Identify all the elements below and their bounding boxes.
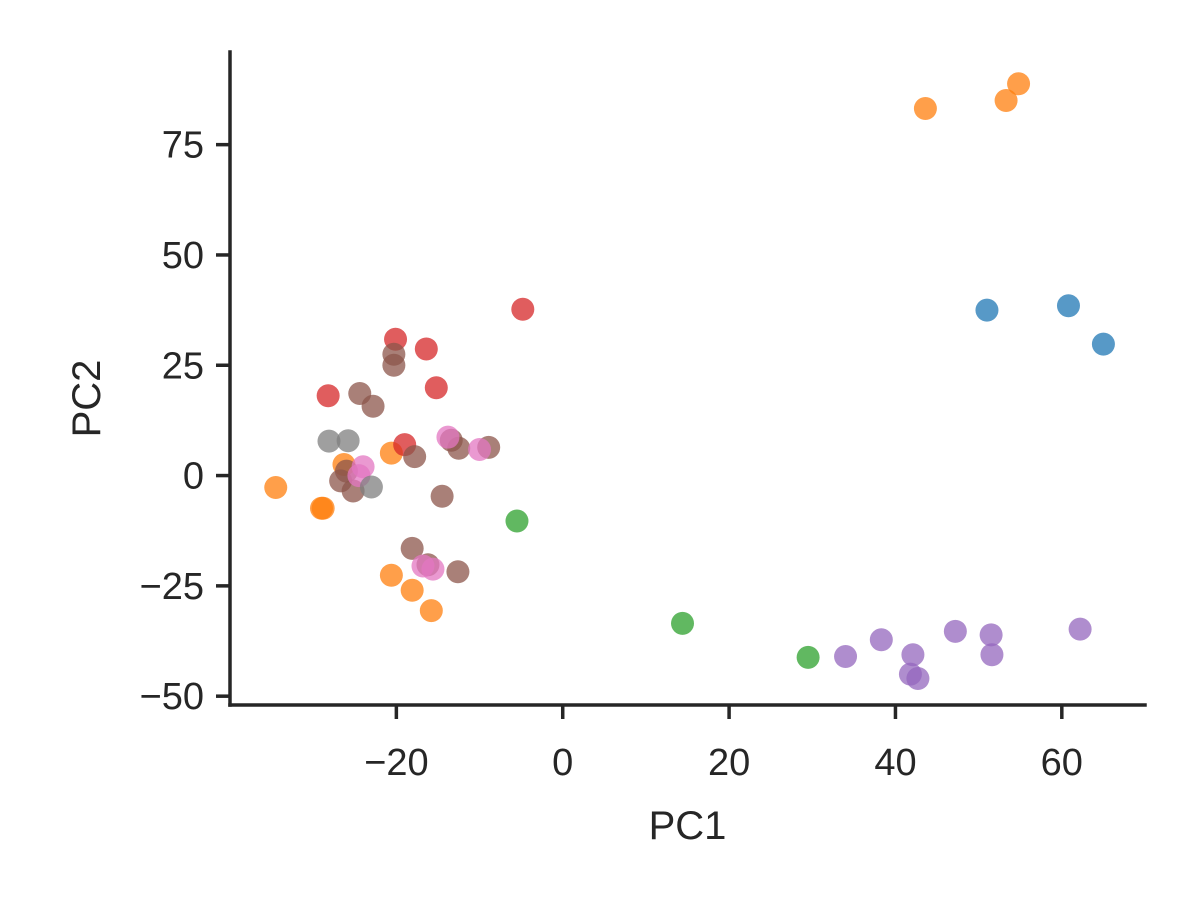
scatter-point — [382, 353, 406, 377]
scatter-point — [980, 643, 1004, 667]
scatter-point — [943, 619, 967, 643]
scatter-point — [913, 96, 937, 120]
points-layer — [264, 72, 1115, 691]
scatter-point — [505, 509, 529, 533]
y-axis-title: PC2 — [65, 360, 109, 438]
x-tick-label: −20 — [364, 742, 428, 784]
y-tick-label: 75 — [162, 125, 204, 167]
scatter-point — [446, 560, 470, 584]
scatter-point — [979, 623, 1003, 647]
scatter-point — [468, 438, 492, 462]
scatter-point — [424, 376, 448, 400]
scatter-point — [316, 384, 340, 408]
scatter-point — [796, 645, 820, 669]
scatter-point — [411, 554, 435, 578]
scatter-point — [975, 298, 999, 322]
scatter-point — [1007, 72, 1031, 96]
scatter-point — [379, 563, 403, 587]
y-tick-label: 25 — [162, 345, 204, 387]
y-tick-label: 0 — [183, 456, 204, 498]
scatter-point — [419, 599, 443, 623]
scatter-point — [671, 611, 695, 635]
scatter-point — [311, 496, 335, 520]
scatter-point — [436, 425, 460, 449]
scatter-point — [1056, 294, 1080, 318]
scatter-point — [336, 429, 360, 453]
scatter-point — [511, 297, 535, 321]
scatter-point — [400, 536, 424, 560]
scatter-point — [400, 578, 424, 602]
y-tick-label: −25 — [140, 566, 204, 608]
scatter-point — [361, 394, 385, 418]
x-tick-label: 20 — [708, 742, 750, 784]
scatter-point — [264, 475, 288, 499]
scatter-point — [994, 89, 1018, 113]
x-tick-label: 60 — [1041, 742, 1083, 784]
scatter-point — [317, 429, 341, 453]
scatter-point — [906, 667, 930, 691]
scatter-point — [1068, 617, 1092, 641]
y-tick-label: −50 — [140, 676, 204, 718]
scatter-point — [403, 445, 427, 469]
scatter-point — [430, 484, 454, 508]
scatter-point — [901, 643, 925, 667]
x-tick-label: 0 — [552, 742, 573, 784]
x-axis-title: PC1 — [649, 804, 727, 848]
scatter-point — [834, 644, 858, 668]
y-axis-ticks: −50 −25 0 25 50 75 — [140, 125, 230, 718]
scatter-point — [414, 337, 438, 361]
y-tick-label: 50 — [162, 235, 204, 277]
scatter-point — [869, 628, 893, 652]
x-axis-ticks: −20 0 20 40 60 — [364, 705, 1083, 784]
scatter-point — [359, 475, 383, 499]
scatter-point — [1091, 332, 1115, 356]
x-tick-label: 40 — [874, 742, 916, 784]
